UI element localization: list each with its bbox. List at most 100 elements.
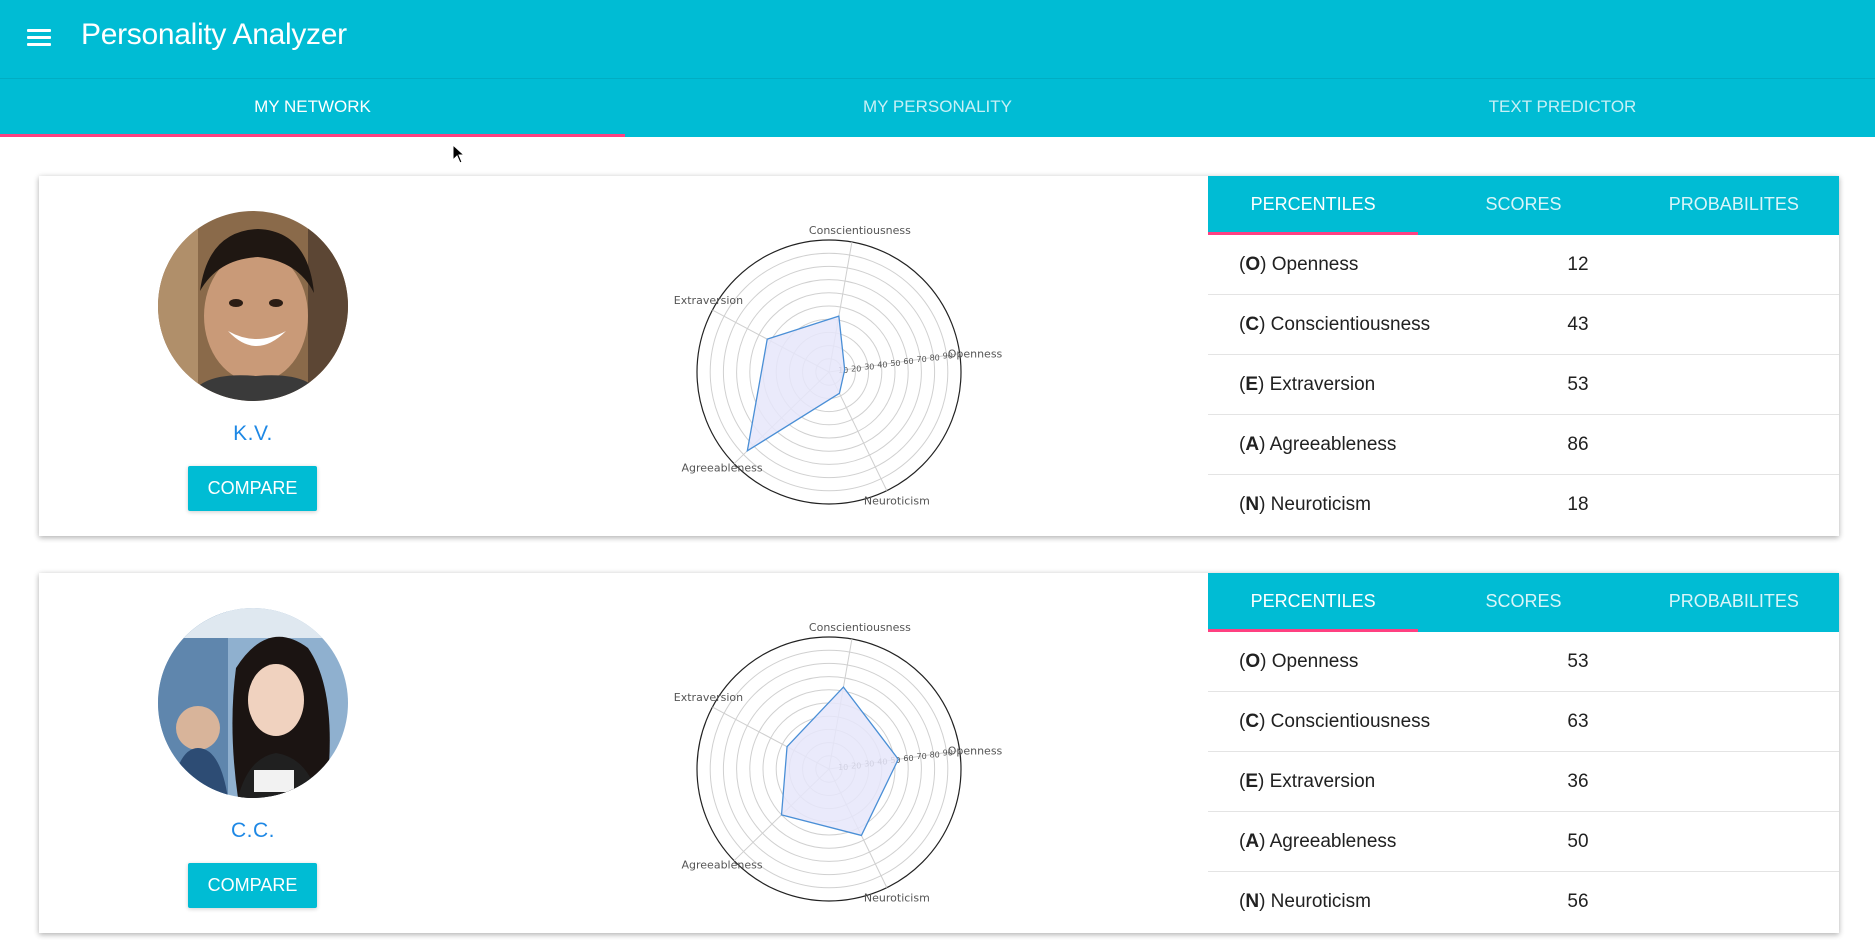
radar-tick-label: 80 bbox=[930, 750, 940, 759]
radar-grid-ring bbox=[736, 279, 922, 465]
trait-name: Extraversion bbox=[1269, 771, 1376, 792]
trait-name: Openness bbox=[1271, 254, 1359, 275]
trait-letter: A bbox=[1245, 434, 1260, 455]
radar-grid-ring bbox=[722, 662, 936, 876]
radar-axis-label: Extraversion bbox=[674, 294, 743, 307]
trait-row: (A) Agreeableness 86 bbox=[1208, 415, 1839, 475]
trait-stats-panel: PERCENTILES SCORES PROBABILITES (O) Open… bbox=[1208, 573, 1839, 933]
radar-axis-label: Openness bbox=[948, 348, 1003, 361]
tab-percentiles[interactable]: PERCENTILES bbox=[1208, 573, 1419, 632]
radar-tick-label: 80 bbox=[930, 353, 940, 362]
radar-data-polygon bbox=[780, 686, 900, 837]
stat-tabs: PERCENTILES SCORES PROBABILITES bbox=[1208, 573, 1839, 632]
radar-tick-label: 30 bbox=[864, 362, 874, 371]
trait-value: 18 bbox=[1567, 494, 1589, 515]
trait-value: 43 bbox=[1567, 314, 1589, 335]
radar-grid-ring bbox=[749, 292, 909, 452]
radar-axis-label: Neuroticism bbox=[864, 495, 930, 508]
app-bar: Personality Analyzer bbox=[0, 0, 1875, 78]
menu-icon[interactable] bbox=[27, 27, 53, 49]
tab-text-predictor[interactable]: TEXT PREDICTOR bbox=[1488, 97, 1637, 116]
trait-name: Conscientiousness bbox=[1270, 314, 1431, 335]
radar-tick-label: 60 bbox=[903, 754, 913, 763]
radar-axis-label: Neuroticism bbox=[864, 892, 930, 905]
trait-stats-panel: PERCENTILES SCORES PROBABILITES (O) Open… bbox=[1208, 176, 1839, 536]
trait-row: (O) Openness 53 bbox=[1208, 632, 1839, 692]
trait-value: 86 bbox=[1567, 434, 1589, 455]
trait-name: Agreeableness bbox=[1269, 434, 1397, 455]
radar-grid-ring bbox=[722, 265, 936, 479]
mouse-cursor-icon bbox=[452, 144, 466, 164]
personality-radar-chart: 102030405060708090OpennessConscientiousn… bbox=[674, 224, 1003, 508]
radar-axis-label: Conscientiousness bbox=[809, 224, 911, 237]
avatar[interactable] bbox=[158, 211, 348, 401]
compare-button[interactable]: COMPARE bbox=[188, 466, 317, 511]
radar-data-polygon bbox=[746, 315, 846, 453]
person-name-link[interactable]: C.C. bbox=[231, 819, 275, 842]
trait-letter: O bbox=[1245, 254, 1261, 275]
radar-tick-label: 60 bbox=[903, 357, 913, 366]
trait-name: Neuroticism bbox=[1270, 494, 1371, 515]
trait-name: Neuroticism bbox=[1270, 891, 1371, 912]
radar-spoke bbox=[828, 353, 960, 373]
trait-letter: A bbox=[1245, 831, 1260, 852]
radar-tick-label: 90 bbox=[943, 351, 953, 360]
app-title: Personality Analyzer bbox=[81, 18, 347, 51]
radar-grid-ring bbox=[749, 689, 909, 849]
tab-percentiles[interactable]: PERCENTILES bbox=[1208, 176, 1419, 235]
tab-probabilities[interactable]: PROBABILITES bbox=[1668, 591, 1799, 611]
trait-letter: E bbox=[1245, 374, 1259, 395]
radar-grid-ring bbox=[736, 676, 922, 862]
avatar[interactable] bbox=[158, 608, 348, 798]
tab-my-personality[interactable]: MY PERSONALITY bbox=[863, 97, 1012, 116]
main-tabs: MY NETWORK MY PERSONALITY TEXT PREDICTOR bbox=[0, 78, 1875, 137]
trait-row: (E) Extraversion 53 bbox=[1208, 355, 1839, 415]
radar-outer-ring bbox=[696, 636, 962, 902]
trait-name: Agreeableness bbox=[1269, 831, 1397, 852]
trait-value: 36 bbox=[1567, 771, 1589, 792]
profile-card: C.C. COMPARE 102030405060708090OpennessC… bbox=[39, 573, 1839, 933]
trait-row: (C) Conscientiousness 63 bbox=[1208, 692, 1839, 752]
trait-letter: N bbox=[1245, 494, 1260, 515]
stat-tabs: PERCENTILES SCORES PROBABILITES bbox=[1208, 176, 1839, 235]
radar-axis-label: Conscientiousness bbox=[809, 621, 911, 634]
trait-letter: E bbox=[1245, 771, 1259, 792]
radar-axis-label: Agreeableness bbox=[682, 462, 763, 475]
trait-value: 53 bbox=[1567, 651, 1589, 672]
trait-row: (O) Openness 12 bbox=[1208, 235, 1839, 295]
radar-axis-label: Extraversion bbox=[674, 691, 743, 704]
trait-row: (A) Agreeableness 50 bbox=[1208, 812, 1839, 872]
trait-name: Extraversion bbox=[1269, 374, 1376, 395]
trait-letter: N bbox=[1245, 891, 1260, 912]
radar-tick-label: 50 bbox=[890, 359, 900, 368]
trait-row: (C) Conscientiousness 43 bbox=[1208, 295, 1839, 355]
personality-radar-chart: 102030405060708090OpennessConscientiousn… bbox=[674, 621, 1003, 905]
radar-grid-ring bbox=[709, 252, 949, 492]
compare-button[interactable]: COMPARE bbox=[188, 863, 317, 908]
radar-tick-label: 70 bbox=[917, 355, 927, 364]
profile-card: K.V. COMPARE 102030405060708090OpennessC… bbox=[39, 176, 1839, 536]
trait-value: 50 bbox=[1567, 831, 1589, 852]
radar-grid-ring bbox=[709, 649, 949, 889]
tab-scores[interactable]: SCORES bbox=[1485, 194, 1562, 214]
trait-row: (N) Neuroticism 56 bbox=[1208, 872, 1839, 932]
trait-value: 53 bbox=[1567, 374, 1589, 395]
trait-name: Conscientiousness bbox=[1270, 711, 1431, 732]
radar-axis-label: Agreeableness bbox=[682, 859, 763, 872]
radar-tick-label: 40 bbox=[877, 361, 887, 370]
tab-probabilities[interactable]: PROBABILITES bbox=[1668, 194, 1799, 214]
trait-letter: C bbox=[1245, 711, 1260, 732]
trait-value: 12 bbox=[1567, 254, 1589, 275]
trait-value: 56 bbox=[1567, 891, 1589, 912]
radar-tick-label: 90 bbox=[943, 748, 953, 757]
trait-row: (N) Neuroticism 18 bbox=[1208, 475, 1839, 535]
radar-axis-label: Openness bbox=[948, 745, 1003, 758]
person-name-link[interactable]: K.V. bbox=[233, 422, 273, 445]
trait-letter: C bbox=[1245, 314, 1260, 335]
tab-scores[interactable]: SCORES bbox=[1485, 591, 1562, 611]
tab-my-network[interactable]: MY NETWORK bbox=[0, 79, 625, 137]
radar-tick-label: 20 bbox=[851, 364, 861, 373]
trait-value: 63 bbox=[1567, 711, 1589, 732]
radar-outer-ring bbox=[696, 239, 962, 505]
trait-row: (E) Extraversion 36 bbox=[1208, 752, 1839, 812]
